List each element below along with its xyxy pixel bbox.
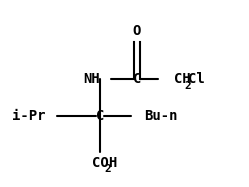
Text: CH: CH <box>174 72 190 86</box>
Text: H: H <box>108 156 116 170</box>
Text: 2: 2 <box>105 164 112 174</box>
Text: Cl: Cl <box>188 72 205 86</box>
Text: NH: NH <box>83 72 100 86</box>
Text: Bu-n: Bu-n <box>144 109 178 123</box>
Text: C: C <box>133 72 141 86</box>
Text: 2: 2 <box>185 81 191 91</box>
Text: C: C <box>96 109 104 123</box>
Text: CO: CO <box>92 156 109 170</box>
Text: i-Pr: i-Pr <box>12 109 46 123</box>
Text: O: O <box>133 24 141 38</box>
